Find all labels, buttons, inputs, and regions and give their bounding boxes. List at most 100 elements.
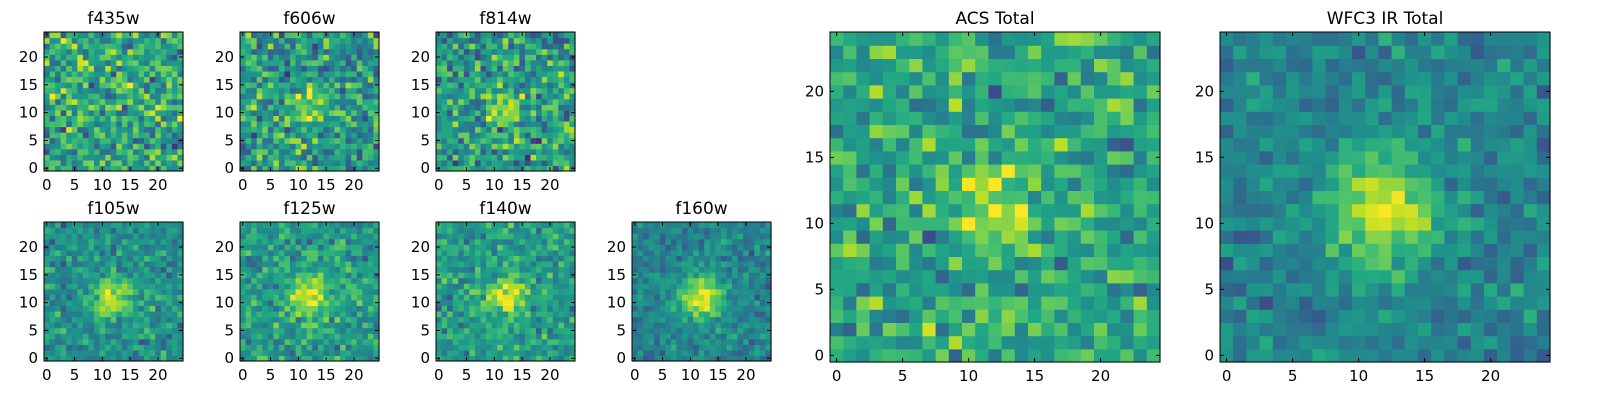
heatmap-cell [452,272,459,279]
y-tick-label: 0 [28,159,38,177]
heatmap-cell [306,115,313,122]
heatmap-cell [654,338,661,345]
heatmap-cell [367,132,375,139]
panel-title: f606w [283,9,335,29]
heatmap-cell [295,98,302,105]
heatmap-cell [452,137,459,144]
heatmap-cell [323,283,330,290]
heatmap-cell [66,260,73,268]
heatmap-cell [121,299,128,306]
heatmap-cell [670,233,678,240]
heatmap-cell [82,333,90,340]
heatmap-cell [144,70,151,78]
heatmap-cell [463,305,470,312]
heatmap-cell [267,277,274,284]
heatmap-cell [149,299,156,306]
heatmap-cell [513,104,520,111]
heatmap-cell [334,349,341,357]
heatmap-cell [334,43,341,50]
heatmap-cell [643,255,650,262]
heatmap-cell [77,132,84,139]
heatmap-cell [491,148,498,155]
heatmap-cell [312,48,319,55]
heatmap-cell [171,165,179,172]
heatmap-cell [88,322,95,329]
heatmap-cell [351,109,358,116]
heatmap-cell [116,32,123,39]
heatmap-cell [975,243,989,257]
heatmap-cell [480,327,487,334]
heatmap-cell [648,299,655,306]
heatmap-cell [262,338,269,345]
heatmap-cell [334,137,341,144]
heatmap-cell [693,272,700,279]
heatmap-cell [66,249,73,256]
heatmap-cell [508,132,515,139]
heatmap-cell [693,238,700,245]
heatmap-cell [116,305,123,312]
heatmap-cell [171,266,179,273]
heatmap-cell [356,65,363,72]
heatmap-cell [530,322,537,329]
heatmap-cell [665,238,672,245]
heatmap-cell [541,222,548,229]
heatmap-cell [177,98,184,105]
heatmap-cell [171,132,179,139]
heatmap-cell [563,355,571,362]
heatmap-cell [144,255,151,262]
heatmap-cell [328,272,336,279]
heatmap-cell [558,272,565,279]
heatmap-cell [1001,190,1016,205]
heatmap-cell [284,59,291,66]
heatmap-cell [502,305,509,312]
heatmap-cell [49,294,56,301]
heatmap-cell [301,82,308,89]
heatmap-cell [367,238,375,245]
heatmap-cell [328,98,336,105]
heatmap-cell [441,132,448,139]
heatmap-cell [759,238,767,245]
heatmap-cell [149,283,156,290]
heatmap-cell [362,65,369,72]
heatmap-cell [935,335,950,350]
heatmap-cell [536,260,543,268]
heatmap-cell [323,349,330,357]
heatmap-cell [1107,256,1121,271]
heatmap-cell [149,244,156,251]
heatmap-cell [698,283,705,290]
heatmap-cell [569,349,576,357]
heatmap-cell [452,104,459,111]
heatmap-cell [77,104,84,111]
heatmap-cell [49,154,56,161]
heatmap-cell [441,260,448,268]
heatmap-cell [82,283,90,290]
heatmap-cell [132,316,140,323]
heatmap-cell [1041,243,1055,257]
heatmap-cell [648,233,655,240]
heatmap-cell [284,244,291,251]
heatmap-cell [552,272,559,279]
heatmap-cell [295,143,302,150]
y-tick-label: 15 [411,76,430,94]
heatmap-cell [948,309,963,323]
heatmap-cell [149,87,156,94]
heatmap-cell [519,54,526,61]
heatmap-cell [558,305,565,312]
heatmap-cell [547,93,554,100]
heatmap-cell [71,48,78,55]
heatmap-cell [452,299,459,306]
heatmap-cell [743,277,750,284]
heatmap-cell [508,43,515,50]
heatmap-cell [558,222,565,229]
heatmap-cell [256,132,263,139]
y-tick-label: 10 [215,294,234,312]
heatmap-cell [536,154,543,161]
heatmap-cell [71,82,78,89]
heatmap-cell [486,272,493,279]
heatmap-cell [693,277,700,284]
heatmap-cell [44,338,51,345]
heatmap-cell [569,344,576,351]
heatmap-cell [452,43,459,50]
heatmap-cell [474,159,482,167]
heatmap-cell [491,109,498,116]
